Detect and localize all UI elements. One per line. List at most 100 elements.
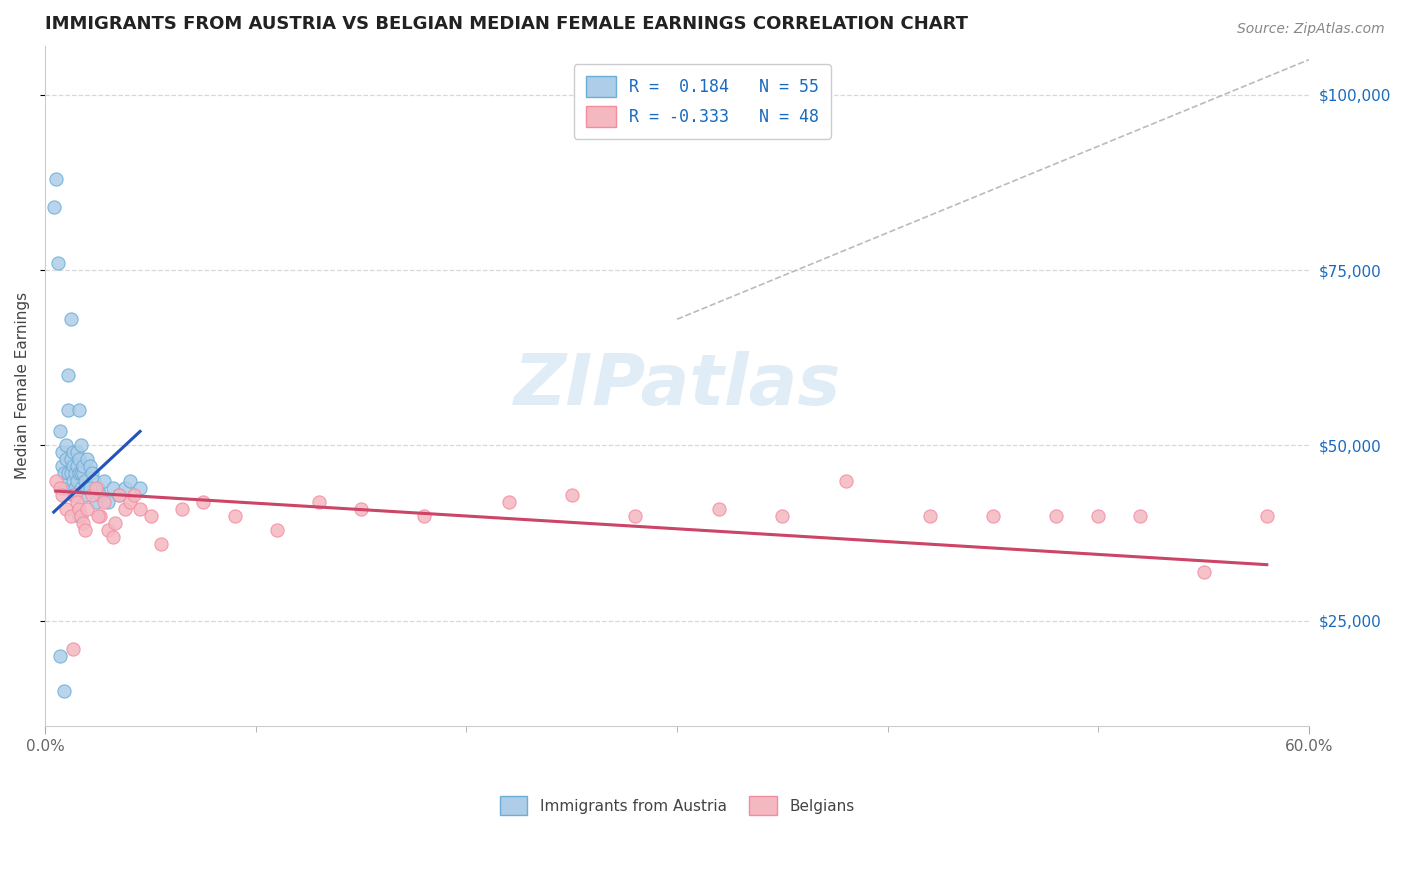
- Point: [63, 481, 86, 495]
- Point: [70, 467, 93, 481]
- Point: [72, 516, 94, 530]
- Point: [172, 501, 194, 516]
- Point: [55, 452, 77, 467]
- Point: [122, 487, 145, 501]
- Point: [59, 312, 82, 326]
- Point: [58, 403, 80, 417]
- Point: [66, 459, 89, 474]
- Point: [139, 508, 162, 523]
- Point: [118, 474, 141, 488]
- Point: [59, 452, 82, 467]
- Point: [84, 494, 107, 508]
- Point: [266, 523, 288, 537]
- Point: [97, 523, 120, 537]
- Point: [53, 467, 76, 481]
- Point: [72, 459, 94, 474]
- Point: [108, 487, 131, 501]
- Point: [67, 403, 90, 417]
- Point: [62, 641, 84, 656]
- Point: [59, 508, 82, 523]
- Point: [413, 508, 436, 523]
- Text: ZIPatlas: ZIPatlas: [513, 351, 841, 420]
- Point: [58, 467, 80, 481]
- Point: [76, 501, 98, 516]
- Point: [62, 487, 84, 501]
- Point: [101, 530, 124, 544]
- Point: [108, 487, 131, 501]
- Point: [308, 494, 330, 508]
- Point: [45, 172, 67, 186]
- Point: [770, 508, 793, 523]
- Point: [89, 487, 111, 501]
- Point: [55, 501, 77, 516]
- Point: [62, 459, 84, 474]
- Point: [834, 474, 856, 488]
- Point: [114, 501, 136, 516]
- Point: [89, 508, 111, 523]
- Point: [51, 459, 73, 474]
- Point: [67, 467, 90, 481]
- Point: [981, 508, 1004, 523]
- Point: [918, 508, 941, 523]
- Point: [101, 481, 124, 495]
- Point: [72, 467, 94, 481]
- Point: [49, 648, 72, 663]
- Point: [114, 481, 136, 495]
- Point: [63, 487, 86, 501]
- Point: [75, 523, 97, 537]
- Point: [62, 474, 84, 488]
- Point: [53, 481, 76, 495]
- Point: [498, 494, 520, 508]
- Point: [224, 508, 246, 523]
- Point: [58, 368, 80, 383]
- Point: [46, 256, 69, 270]
- Point: [709, 501, 731, 516]
- Point: [93, 474, 115, 488]
- Point: [76, 452, 98, 467]
- Point: [49, 425, 72, 439]
- Point: [62, 445, 84, 459]
- Point: [66, 494, 89, 508]
- Point: [83, 474, 105, 488]
- Point: [49, 481, 72, 495]
- Point: [80, 487, 103, 501]
- Point: [1129, 508, 1152, 523]
- Point: [75, 474, 97, 488]
- Point: [1087, 508, 1109, 523]
- Point: [80, 467, 103, 481]
- Point: [193, 494, 215, 508]
- Point: [53, 684, 76, 698]
- Point: [63, 487, 86, 501]
- Point: [45, 474, 67, 488]
- Point: [66, 445, 89, 459]
- Point: [118, 494, 141, 508]
- Point: [1045, 508, 1067, 523]
- Legend: Immigrants from Austria, Belgians: Immigrants from Austria, Belgians: [492, 788, 862, 823]
- Y-axis label: Median Female Earnings: Median Female Earnings: [15, 293, 30, 479]
- Point: [63, 467, 86, 481]
- Point: [1256, 508, 1278, 523]
- Point: [76, 481, 98, 495]
- Point: [67, 508, 90, 523]
- Point: [70, 438, 93, 452]
- Point: [59, 467, 82, 481]
- Point: [97, 494, 120, 508]
- Point: [67, 501, 90, 516]
- Point: [129, 481, 152, 495]
- Point: [66, 474, 89, 488]
- Point: [93, 494, 115, 508]
- Point: [79, 481, 101, 495]
- Point: [561, 487, 583, 501]
- Text: IMMIGRANTS FROM AUSTRIA VS BELGIAN MEDIAN FEMALE EARNINGS CORRELATION CHART: IMMIGRANTS FROM AUSTRIA VS BELGIAN MEDIA…: [45, 15, 969, 33]
- Point: [84, 481, 107, 495]
- Point: [75, 487, 97, 501]
- Point: [70, 508, 93, 523]
- Point: [51, 487, 73, 501]
- Point: [42, 200, 65, 214]
- Point: [104, 516, 127, 530]
- Point: [67, 452, 90, 467]
- Point: [51, 445, 73, 459]
- Point: [129, 501, 152, 516]
- Point: [624, 508, 647, 523]
- Point: [55, 438, 77, 452]
